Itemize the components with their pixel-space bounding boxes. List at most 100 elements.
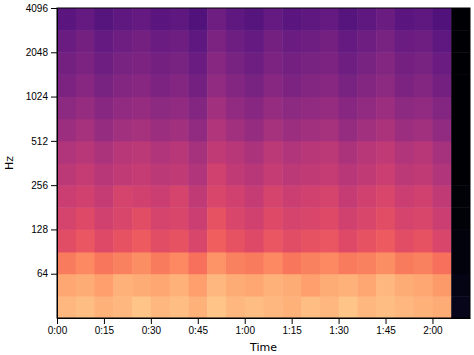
cell [451, 30, 470, 53]
cell [113, 141, 132, 164]
cell [151, 185, 170, 208]
cell [245, 163, 264, 186]
cells [57, 8, 470, 318]
cell [57, 97, 76, 120]
cell [301, 30, 320, 53]
x-tick-mark [57, 318, 58, 324]
x-tick-label: 0:30 [142, 325, 162, 336]
cell [170, 52, 189, 75]
cell [451, 74, 470, 97]
cell [339, 252, 358, 274]
cell [57, 252, 76, 274]
cell [282, 52, 301, 75]
cell [395, 52, 414, 75]
cell [226, 163, 245, 186]
cell [432, 207, 451, 230]
cell [188, 141, 207, 164]
cell [95, 185, 114, 208]
cell [264, 8, 283, 31]
cell [432, 252, 451, 274]
y-tick-label: 64 [37, 268, 49, 279]
cell [151, 52, 170, 75]
cell [132, 119, 151, 142]
cell [76, 229, 95, 252]
cell [113, 296, 132, 318]
cell [76, 74, 95, 97]
cell [414, 74, 433, 97]
cell [57, 30, 76, 53]
y-tick: 1024 [26, 91, 57, 102]
cell [207, 207, 226, 230]
cell [432, 163, 451, 186]
cell [376, 52, 395, 75]
cell [451, 119, 470, 142]
cell [395, 274, 414, 297]
cell [320, 8, 339, 31]
cell [57, 163, 76, 186]
x-tick-mark [198, 318, 199, 324]
cell [170, 97, 189, 120]
cell [320, 97, 339, 120]
cell [414, 8, 433, 31]
cell [76, 97, 95, 120]
cell [301, 229, 320, 252]
x-tick-mark [339, 318, 340, 324]
cell [451, 207, 470, 230]
cell [301, 97, 320, 120]
cell [95, 52, 114, 75]
x-tick: 1:00 [235, 318, 255, 336]
cell [207, 163, 226, 186]
cell [376, 185, 395, 208]
cell [170, 207, 189, 230]
cell [282, 8, 301, 31]
cell [432, 30, 451, 53]
cell [395, 141, 414, 164]
cell [282, 97, 301, 120]
cell [282, 229, 301, 252]
cell [188, 74, 207, 97]
cell [282, 185, 301, 208]
cell [282, 252, 301, 274]
cell [339, 74, 358, 97]
cell [376, 163, 395, 186]
cell [395, 229, 414, 252]
cell [226, 229, 245, 252]
cell [226, 296, 245, 318]
cell [170, 229, 189, 252]
cell [376, 229, 395, 252]
cell [451, 163, 470, 186]
cell [207, 229, 226, 252]
cell [170, 30, 189, 53]
cell [113, 274, 132, 297]
cell [264, 74, 283, 97]
cell [339, 119, 358, 142]
cell [320, 274, 339, 297]
cell [207, 274, 226, 297]
x-tick: 0:30 [142, 318, 162, 336]
cell [264, 163, 283, 186]
x-tick-mark [292, 318, 293, 324]
cell [376, 97, 395, 120]
cell [57, 229, 76, 252]
cell [320, 52, 339, 75]
cell [414, 30, 433, 53]
x-tick: 2:00 [423, 318, 443, 336]
cell [376, 74, 395, 97]
y-tick-label: 512 [31, 136, 48, 147]
cell [226, 141, 245, 164]
cell [57, 8, 76, 31]
cell [245, 274, 264, 297]
cell [245, 185, 264, 208]
cell [151, 252, 170, 274]
cell [320, 74, 339, 97]
cell [245, 296, 264, 318]
cell [451, 229, 470, 252]
cell [57, 74, 76, 97]
cell [113, 252, 132, 274]
cell [414, 252, 433, 274]
cell [76, 185, 95, 208]
cell [207, 74, 226, 97]
cell [226, 252, 245, 274]
cell [264, 274, 283, 297]
cell [432, 97, 451, 120]
